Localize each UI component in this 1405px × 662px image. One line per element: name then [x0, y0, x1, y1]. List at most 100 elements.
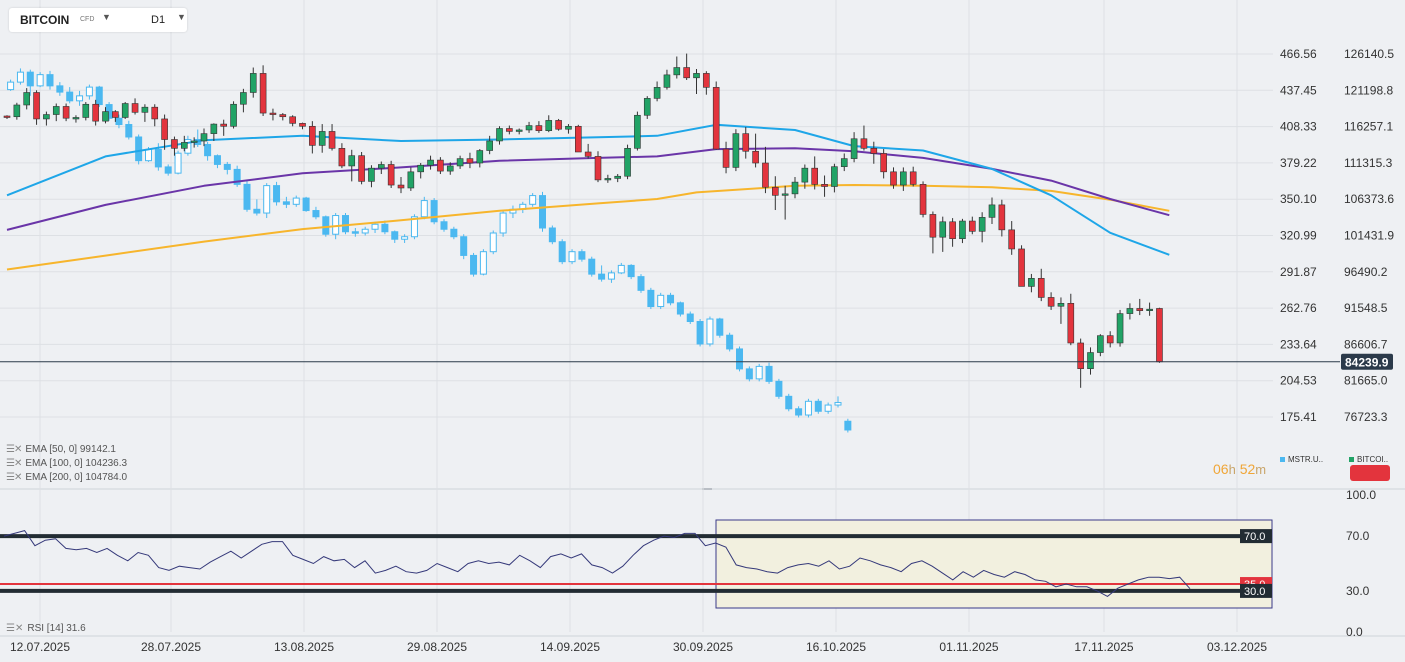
- pane-resize-handle: [702, 488, 712, 490]
- mstr-candle: [351, 228, 359, 237]
- mstr-candle: [16, 68, 24, 85]
- mstr-axis-label: 379.22: [1280, 156, 1317, 170]
- mstr-candle-body: [135, 136, 143, 162]
- btc-candle-body: [574, 125, 582, 153]
- legend-mstr[interactable]: MSTR.U..: [1280, 455, 1323, 464]
- btc-candle: [397, 176, 405, 194]
- mstr-candle: [391, 230, 399, 243]
- btc-candle-body: [545, 120, 553, 131]
- btc-candle-body: [141, 106, 149, 113]
- btc-candle-body: [565, 125, 572, 130]
- btc-candle: [565, 124, 572, 134]
- mstr-candle: [755, 363, 763, 382]
- mstr-candle-body: [174, 152, 182, 174]
- btc-candle: [446, 162, 454, 175]
- btc-candle: [1156, 307, 1163, 363]
- symbol-chevron-down-icon[interactable]: ▼: [102, 12, 111, 22]
- legend-bitcoin[interactable]: BITCOI..: [1349, 455, 1388, 464]
- btc-candle-body: [1047, 297, 1055, 307]
- settings-close-icon[interactable]: ☰✕: [6, 472, 22, 483]
- mstr-candle-body: [804, 400, 812, 416]
- settings-close-icon[interactable]: ☰✕: [6, 458, 22, 469]
- ema100-legend-row[interactable]: ☰✕ EMA [100, 0] 104236.3: [6, 457, 127, 471]
- btc-candle: [703, 71, 710, 95]
- btc-candle-body: [92, 103, 99, 122]
- mstr-axis-label: 262.76: [1280, 301, 1317, 315]
- btc-candle: [801, 164, 809, 189]
- mstr-candle: [174, 150, 182, 175]
- timeframe-selector[interactable]: D1: [151, 14, 166, 26]
- btc-candle: [663, 69, 671, 90]
- ema100-label: EMA [100, 0] 104236.3: [25, 458, 128, 469]
- btc-candle-body: [318, 131, 326, 146]
- btc-candle: [1077, 338, 1084, 388]
- btc-axis-label: 81665.0: [1344, 374, 1388, 388]
- settings-close-icon[interactable]: ☰✕: [6, 444, 22, 455]
- symbol-selector[interactable]: BITCOIN: [20, 13, 70, 27]
- x-tick-label: 29.08.2025: [407, 640, 467, 654]
- mstr-candle: [401, 234, 409, 243]
- btc-candle-body: [762, 162, 769, 188]
- btc-candle: [92, 99, 99, 126]
- settings-close-icon[interactable]: ☰✕: [6, 623, 24, 634]
- mstr-candle: [795, 406, 803, 418]
- btc-candle: [318, 124, 326, 153]
- btc-candle: [181, 135, 188, 152]
- btc-candle: [289, 115, 296, 127]
- btc-candle-body: [604, 178, 612, 181]
- mstr-candle: [617, 262, 625, 275]
- mstr-candle-body: [263, 185, 271, 214]
- btc-candle-body: [496, 128, 503, 142]
- btc-axis-label: 76723.3: [1344, 410, 1388, 424]
- btc-candle: [742, 127, 750, 159]
- rsi-level-tag: [1240, 529, 1272, 544]
- btc-candle-body: [1057, 303, 1065, 307]
- mstr-candle-body: [243, 183, 251, 210]
- btc-candle: [328, 124, 336, 151]
- ema50-line: [6, 123, 1170, 256]
- btc-candle: [309, 121, 316, 154]
- mstr-candle: [381, 220, 389, 235]
- mstr-candle: [164, 164, 172, 176]
- btc-candle: [13, 102, 21, 120]
- btc-candle: [643, 96, 651, 119]
- btc-candle: [131, 98, 139, 115]
- btc-candle: [407, 167, 415, 191]
- ema200-legend-row[interactable]: ☰✕ EMA [200, 0] 104784.0: [6, 471, 127, 485]
- mstr-candle: [824, 402, 832, 414]
- btc-candle-body: [998, 204, 1006, 231]
- mstr-candle: [804, 398, 812, 418]
- mstr-candle: [213, 154, 221, 169]
- btc-candle-body: [594, 156, 602, 181]
- btc-candle-body: [850, 138, 858, 159]
- mstr-candle-body: [617, 264, 625, 274]
- btc-candle: [466, 152, 474, 169]
- btc-candle: [210, 123, 218, 141]
- mstr-candle-body: [588, 258, 596, 275]
- ema50-legend-row[interactable]: ☰✕ EMA [50, 0] 99142.1: [6, 443, 127, 457]
- mstr-candle: [706, 316, 714, 347]
- rsi-legend-row[interactable]: ☰✕ RSI [14] 31.6: [6, 623, 86, 634]
- btc-candle: [840, 153, 848, 172]
- mstr-axis-label: 320.99: [1280, 229, 1317, 243]
- timeframe-chevron-down-icon[interactable]: ▼: [177, 12, 186, 22]
- btc-axis-label: 126140.5: [1344, 47, 1394, 61]
- symbol-type-badge: CFD: [80, 16, 95, 23]
- mstr-candle: [95, 85, 103, 108]
- x-tick-label: 01.11.2025: [939, 640, 998, 654]
- mstr-candle-body: [834, 402, 842, 406]
- btc-candle: [614, 174, 622, 183]
- mstr-candle: [548, 225, 556, 245]
- btc-candle-body: [919, 184, 927, 215]
- btc-candle-body: [939, 221, 947, 238]
- rsi-level-label: 30.0: [1244, 586, 1265, 598]
- mstr-candle: [657, 292, 665, 310]
- btc-candle-body: [102, 111, 109, 122]
- mstr-candle: [539, 191, 546, 232]
- x-tick-label: 17.11.2025: [1074, 640, 1133, 654]
- mstr-candle-body: [450, 228, 458, 238]
- btc-candle-body: [811, 167, 819, 185]
- btc-candle-body: [1037, 278, 1045, 298]
- mstr-candle: [598, 265, 606, 282]
